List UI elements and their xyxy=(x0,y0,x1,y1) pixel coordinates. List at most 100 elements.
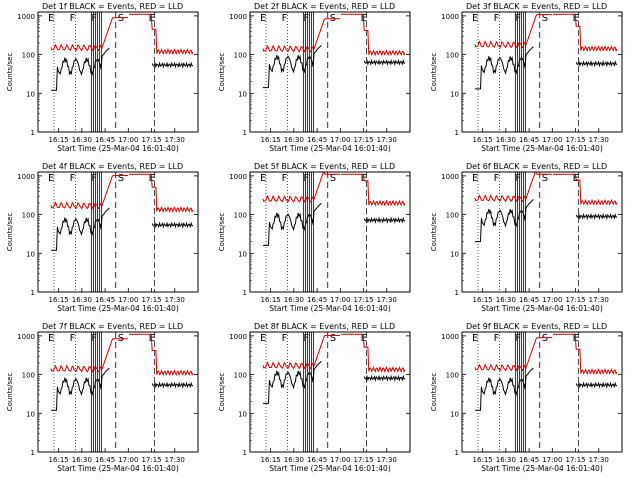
lld-series-line xyxy=(340,173,406,207)
y-tick-label: 100 xyxy=(234,372,247,380)
y-tick-label: 1000 xyxy=(229,13,247,21)
events-series-line xyxy=(50,367,110,411)
x-axis-label: Start Time (25-Mar-04 16:01:40) xyxy=(57,464,179,473)
events-series-line xyxy=(474,367,534,411)
marker-label: E xyxy=(260,333,266,344)
marker-label: F xyxy=(494,333,500,344)
x-axis-label: Start Time (25-Mar-04 16:01:40) xyxy=(57,144,179,153)
lld-series-line xyxy=(50,17,128,52)
marker-label: F xyxy=(515,333,521,344)
x-axis-label: Start Time (25-Mar-04 16:01:40) xyxy=(269,464,391,473)
y-axis-label: Counts/sec xyxy=(430,373,438,412)
lld-series-line xyxy=(50,338,128,373)
events-series-line xyxy=(262,45,322,89)
events-series-line xyxy=(363,58,406,67)
x-tick-label: 17:30 xyxy=(377,136,397,144)
chart-title: Det 7f BLACK = Events, RED = LLD xyxy=(42,322,183,331)
y-axis-label: Counts/sec xyxy=(218,53,226,92)
x-axis-label: Start Time (25-Mar-04 16:01:40) xyxy=(269,144,391,153)
events-series-line xyxy=(474,46,534,90)
lld-series-line xyxy=(128,13,194,55)
y-axis-label: Counts/sec xyxy=(218,373,226,412)
y-tick-label: 1000 xyxy=(229,173,247,181)
x-tick-label: 16:15 xyxy=(473,296,493,304)
x-tick-label: 17:30 xyxy=(377,296,397,304)
plot-frame xyxy=(461,331,623,453)
y-axis-label: Counts/sec xyxy=(6,213,14,252)
y-tick-label: 10 xyxy=(238,410,247,418)
marker-label: E xyxy=(48,333,54,344)
x-tick-label: 17:30 xyxy=(589,136,609,144)
chart-title: Det 5f BLACK = Events, RED = LLD xyxy=(254,162,395,171)
x-tick-label: 16:45 xyxy=(307,296,327,304)
chart-panel-7: Det 7f BLACK = Events, RED = LLD 1 10 100 10… xyxy=(6,322,199,473)
x-tick-label: 17:15 xyxy=(353,456,373,464)
x-tick-label: 16:15 xyxy=(261,456,281,464)
lld-series-line xyxy=(552,13,618,53)
x-tick-label: 16:30 xyxy=(284,296,304,304)
chart-panel-9: Det 9f BLACK = Events, RED = LLD 1 10 100 10… xyxy=(430,322,623,473)
events-series-line xyxy=(151,381,194,389)
y-tick-label: 100 xyxy=(446,372,459,380)
marker-label: S xyxy=(542,173,548,184)
y-tick-label: 100 xyxy=(22,52,35,60)
y-tick-label: 1 xyxy=(243,449,247,457)
x-axis-label: Start Time (25-Mar-04 16:01:40) xyxy=(481,464,603,473)
x-tick-label: 17:00 xyxy=(330,296,350,304)
x-tick-label: 17:15 xyxy=(141,456,161,464)
x-tick-label: 17:30 xyxy=(589,296,609,304)
x-tick-label: 17:30 xyxy=(165,296,185,304)
lld-series-line xyxy=(262,171,340,203)
events-series-line xyxy=(50,207,110,251)
marker-label: E xyxy=(260,173,266,184)
x-tick-label: 16:30 xyxy=(496,136,516,144)
x-tick-label: 16:30 xyxy=(72,456,92,464)
y-tick-label: 1 xyxy=(243,289,247,297)
events-series-line xyxy=(363,216,406,224)
x-tick-label: 17:00 xyxy=(542,136,562,144)
x-tick-label: 16:45 xyxy=(519,456,539,464)
lld-series-line xyxy=(262,18,340,53)
marker-label: S xyxy=(330,173,336,184)
marker-label: F xyxy=(494,13,500,24)
y-tick-label: 1 xyxy=(243,129,247,137)
x-tick-label: 17:30 xyxy=(377,456,397,464)
y-tick-label: 10 xyxy=(26,410,35,418)
x-axis-label: Start Time (25-Mar-04 16:01:40) xyxy=(57,304,179,313)
marker-label: E xyxy=(472,173,478,184)
y-axis-label: Counts/sec xyxy=(6,53,14,92)
marker-label: F xyxy=(70,173,76,184)
marker-label: F xyxy=(91,333,97,344)
lld-series-line xyxy=(552,173,618,206)
chart-title: Det 9f BLACK = Events, RED = LLD xyxy=(466,322,607,331)
marker-label: F xyxy=(91,13,97,24)
chart-title: Det 4f BLACK = Events, RED = LLD xyxy=(42,162,183,171)
chart-panel-4: Det 4f BLACK = Events, RED = LLD 1 10 100 10… xyxy=(6,162,199,313)
events-series-line xyxy=(262,202,322,246)
events-series-line xyxy=(50,47,110,91)
chart-panel-5: Det 5f BLACK = Events, RED = LLD 1 10 100 10… xyxy=(218,162,411,313)
x-tick-label: 17:00 xyxy=(542,296,562,304)
y-axis-label: Counts/sec xyxy=(430,213,438,252)
marker-label: E xyxy=(48,13,54,24)
y-tick-label: 1000 xyxy=(17,333,35,341)
x-axis-label: Start Time (25-Mar-04 16:01:40) xyxy=(269,304,391,313)
marker-label: S xyxy=(330,333,336,344)
lld-series-line xyxy=(474,337,552,372)
plot-frame xyxy=(37,11,199,133)
x-tick-label: 16:30 xyxy=(284,456,304,464)
x-tick-label: 16:15 xyxy=(261,296,281,304)
marker-label: F xyxy=(515,13,521,24)
chart-title: Det 3f BLACK = Events, RED = LLD xyxy=(466,2,607,11)
marker-label: F xyxy=(282,333,288,344)
x-tick-label: 16:15 xyxy=(473,456,493,464)
x-tick-label: 16:45 xyxy=(95,136,115,144)
marker-label: F xyxy=(515,173,521,184)
lld-series-line xyxy=(50,175,128,210)
x-tick-label: 16:45 xyxy=(519,136,539,144)
events-series-line xyxy=(575,381,618,389)
events-series-line xyxy=(363,374,406,382)
y-tick-label: 1000 xyxy=(17,173,35,181)
